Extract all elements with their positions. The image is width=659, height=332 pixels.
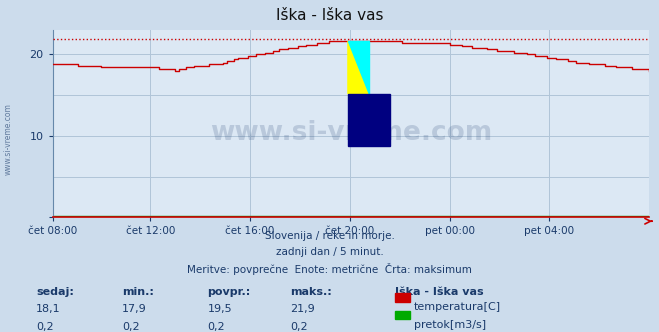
- Text: 21,9: 21,9: [290, 304, 315, 314]
- FancyBboxPatch shape: [348, 94, 389, 146]
- Text: 0,2: 0,2: [122, 322, 140, 332]
- Text: temperatura[C]: temperatura[C]: [414, 302, 501, 312]
- Text: maks.:: maks.:: [290, 287, 331, 297]
- Text: 0,2: 0,2: [290, 322, 308, 332]
- Text: 17,9: 17,9: [122, 304, 147, 314]
- Text: Iška - Iška vas: Iška - Iška vas: [275, 8, 384, 23]
- Text: www.si-vreme.com: www.si-vreme.com: [3, 104, 13, 175]
- Text: Meritve: povprečne  Enote: metrične  Črta: maksimum: Meritve: povprečne Enote: metrične Črta:…: [187, 263, 472, 275]
- Text: Slovenija / reke in morje.: Slovenija / reke in morje.: [264, 231, 395, 241]
- Text: 0,2: 0,2: [36, 322, 54, 332]
- Text: pretok[m3/s]: pretok[m3/s]: [414, 320, 486, 330]
- Text: zadnji dan / 5 minut.: zadnji dan / 5 minut.: [275, 247, 384, 257]
- Text: sedaj:: sedaj:: [36, 287, 74, 297]
- Text: 19,5: 19,5: [208, 304, 232, 314]
- Text: Iška - Iška vas: Iška - Iška vas: [395, 287, 484, 297]
- Text: 18,1: 18,1: [36, 304, 61, 314]
- Text: min.:: min.:: [122, 287, 154, 297]
- Polygon shape: [348, 41, 369, 94]
- Text: www.si-vreme.com: www.si-vreme.com: [210, 120, 492, 146]
- Text: povpr.:: povpr.:: [208, 287, 251, 297]
- Text: 0,2: 0,2: [208, 322, 225, 332]
- Polygon shape: [348, 41, 369, 94]
